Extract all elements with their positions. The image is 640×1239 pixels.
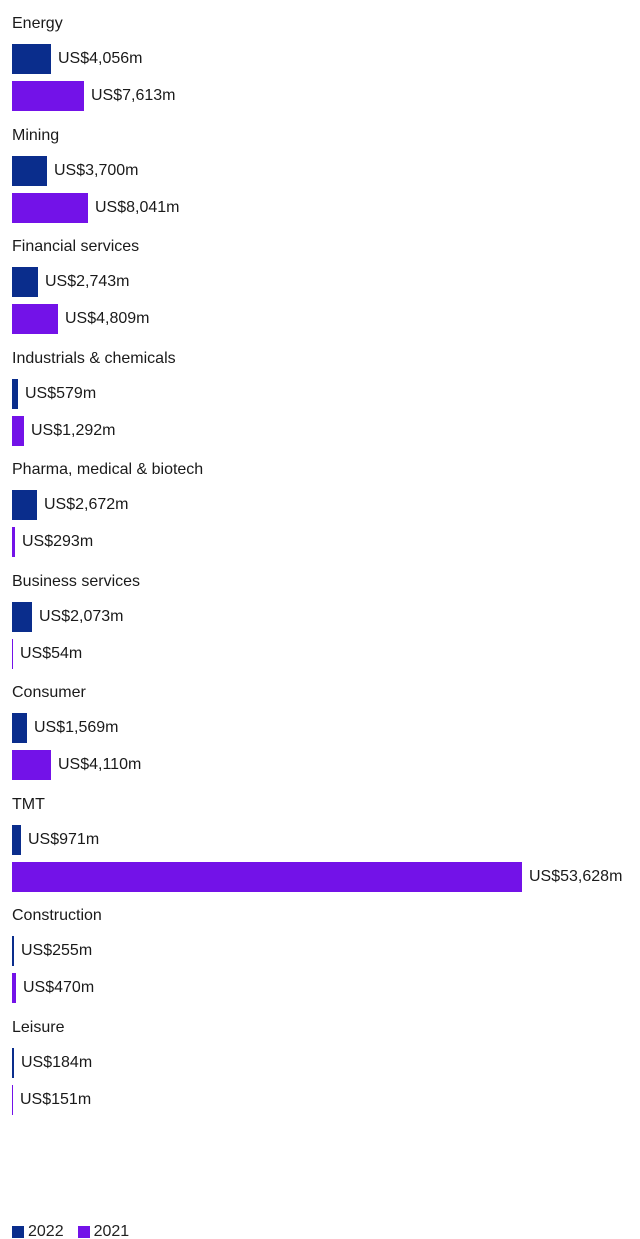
bar-construction-2021 bbox=[12, 973, 16, 1003]
bar-industrials-chemicals-2021 bbox=[12, 415, 24, 446]
value-label-financial-services-2021: US$4,809m bbox=[65, 310, 150, 327]
value-label-energy-2022: US$4,056m bbox=[58, 50, 143, 67]
value-label-industrials-chemicals-2021: US$1,292m bbox=[31, 421, 116, 439]
bar-business-services-2021 bbox=[12, 638, 13, 669]
bar-tmt-2021 bbox=[12, 861, 522, 892]
bar-mining-2022 bbox=[12, 155, 47, 186]
bar-business-services-2022 bbox=[12, 601, 32, 632]
category-label-business-services: Business services bbox=[12, 572, 141, 590]
category-label-consumer: Consumer bbox=[12, 684, 86, 701]
value-label-business-services-2022: US$2,073m bbox=[39, 607, 124, 625]
legend: 2022 2021 bbox=[12, 1224, 129, 1239]
bar-pharma-medical-biotech-2021 bbox=[12, 527, 15, 557]
category-label-tmt: TMT bbox=[12, 795, 45, 813]
bar-industrials-chemicals-2022 bbox=[12, 378, 18, 409]
category-label-financial-services: Financial services bbox=[12, 238, 140, 255]
value-label-energy-2021: US$7,613m bbox=[91, 87, 176, 104]
value-label-consumer-2022: US$1,569m bbox=[34, 719, 119, 736]
legend-item-2022: 2022 bbox=[12, 1224, 64, 1239]
value-label-tmt-2022: US$971m bbox=[28, 830, 100, 848]
value-label-leisure-2022: US$184m bbox=[21, 1053, 93, 1071]
bar-mining-2021 bbox=[12, 192, 88, 223]
value-label-construction-2022: US$255m bbox=[21, 942, 93, 959]
bar-financial-services-2021 bbox=[12, 304, 58, 334]
value-label-tmt-2021: US$53,628m bbox=[529, 867, 623, 885]
value-label-financial-services-2022: US$2,743m bbox=[45, 273, 130, 290]
category-label-leisure: Leisure bbox=[12, 1018, 65, 1036]
value-label-industrials-chemicals-2022: US$579m bbox=[25, 384, 97, 402]
category-label-construction: Construction bbox=[12, 907, 102, 924]
bar-leisure-2022 bbox=[12, 1047, 14, 1078]
legend-swatch-2021 bbox=[77, 1225, 90, 1238]
bar-consumer-2021 bbox=[12, 750, 51, 780]
legend-swatch-2022 bbox=[12, 1225, 24, 1238]
bar-tmt-2022 bbox=[12, 824, 21, 855]
value-label-leisure-2021: US$151m bbox=[20, 1090, 92, 1108]
bar-energy-2021 bbox=[12, 81, 84, 111]
category-label-mining: Mining bbox=[12, 126, 60, 144]
bar-energy-2022 bbox=[12, 44, 51, 74]
bar-financial-services-2022 bbox=[12, 267, 38, 297]
category-label-pharma-medical-biotech: Pharma, medical & biotech bbox=[12, 461, 204, 478]
value-label-mining-2022: US$3,700m bbox=[54, 161, 139, 179]
value-label-business-services-2021: US$54m bbox=[20, 644, 83, 662]
bar-construction-2022 bbox=[12, 936, 14, 966]
value-label-pharma-medical-biotech-2022: US$2,672m bbox=[44, 496, 129, 513]
category-label-industrials-chemicals: Industrials & chemicals bbox=[12, 349, 176, 367]
bar-leisure-2021 bbox=[12, 1084, 13, 1115]
value-label-construction-2021: US$470m bbox=[23, 979, 95, 996]
legend-item-2021: 2021 bbox=[77, 1224, 130, 1239]
bar-consumer-2022 bbox=[12, 713, 27, 743]
category-label-energy: Energy bbox=[12, 15, 63, 32]
value-label-consumer-2021: US$4,110m bbox=[58, 756, 142, 773]
value-label-pharma-medical-biotech-2021: US$293m bbox=[22, 533, 94, 550]
bar-pharma-medical-biotech-2022 bbox=[12, 490, 37, 520]
legend-label-2022: 2022 bbox=[28, 1224, 64, 1239]
value-label-mining-2021: US$8,041m bbox=[95, 198, 180, 216]
legend-label-2021: 2021 bbox=[93, 1224, 130, 1239]
